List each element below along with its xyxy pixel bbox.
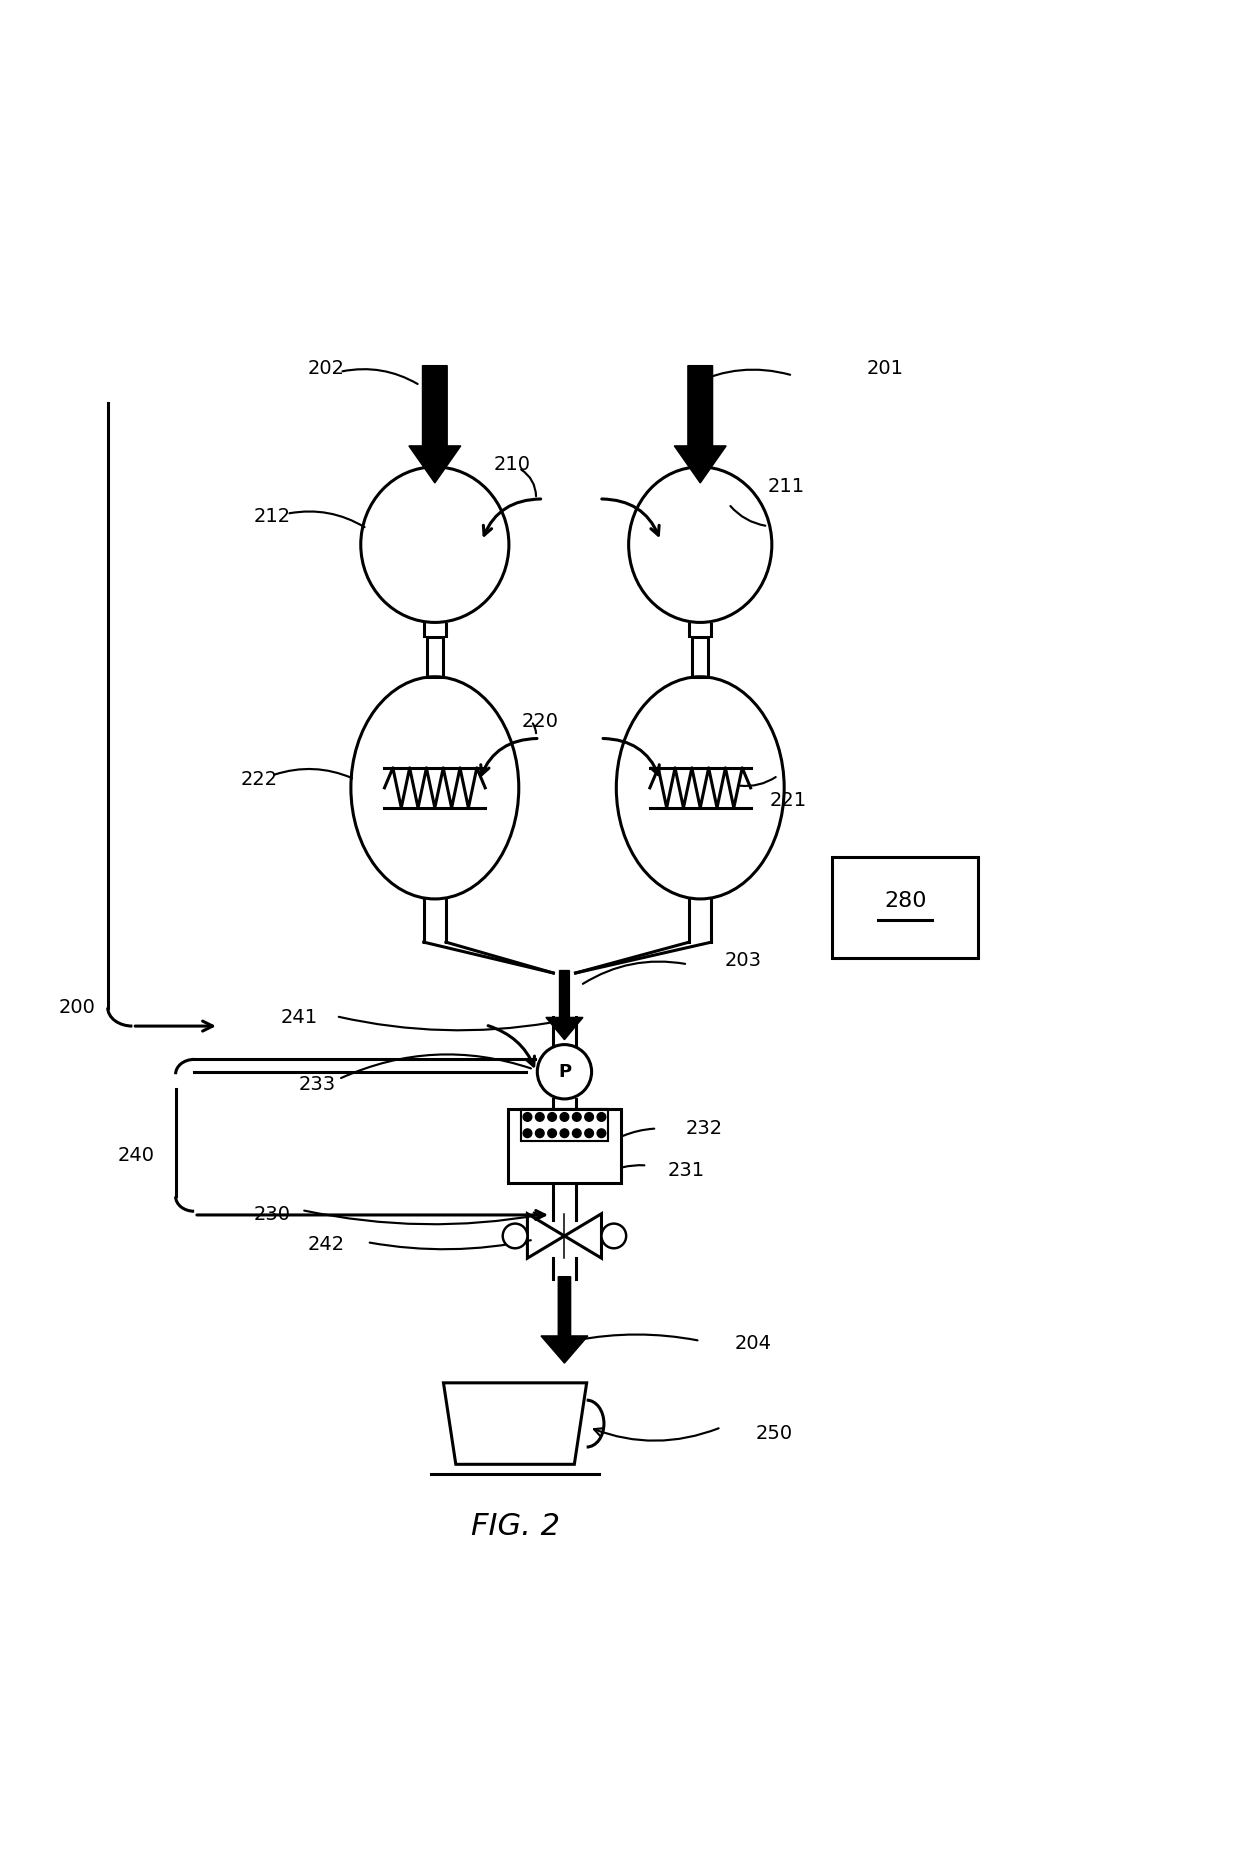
Text: 240: 240	[118, 1146, 155, 1165]
Circle shape	[537, 1046, 591, 1100]
Circle shape	[548, 1113, 557, 1122]
Text: 220: 220	[521, 711, 558, 730]
Text: 210: 210	[494, 456, 531, 474]
Text: 200: 200	[58, 999, 95, 1018]
Bar	[427, 637, 443, 676]
Text: 230: 230	[253, 1206, 290, 1225]
FancyArrow shape	[541, 1277, 588, 1363]
FancyArrow shape	[546, 971, 583, 1040]
Circle shape	[573, 1113, 582, 1122]
Circle shape	[502, 1223, 527, 1249]
Circle shape	[573, 1130, 582, 1137]
Text: 212: 212	[253, 506, 290, 526]
Text: 211: 211	[768, 478, 805, 497]
Text: 204: 204	[735, 1333, 771, 1354]
FancyArrow shape	[409, 366, 461, 484]
Text: 221: 221	[769, 792, 806, 810]
Circle shape	[548, 1130, 557, 1137]
Circle shape	[536, 1113, 544, 1122]
Text: 242: 242	[308, 1236, 345, 1255]
Circle shape	[585, 1130, 594, 1137]
Bar	[832, 857, 978, 958]
Circle shape	[536, 1130, 544, 1137]
Text: 201: 201	[867, 358, 904, 377]
Bar	[427, 422, 443, 467]
Text: 222: 222	[241, 769, 278, 788]
Bar	[521, 1109, 608, 1141]
Text: 280: 280	[884, 891, 926, 911]
Text: 250: 250	[755, 1425, 792, 1443]
Circle shape	[523, 1113, 532, 1122]
Circle shape	[560, 1130, 569, 1137]
Text: 203: 203	[725, 950, 761, 971]
Circle shape	[523, 1130, 532, 1137]
FancyArrow shape	[675, 366, 727, 484]
Circle shape	[598, 1113, 606, 1122]
Bar	[507, 1109, 621, 1184]
Circle shape	[585, 1113, 594, 1122]
Circle shape	[601, 1223, 626, 1249]
Circle shape	[598, 1130, 606, 1137]
Circle shape	[560, 1113, 569, 1122]
Text: 233: 233	[299, 1075, 336, 1094]
Text: FIG. 2: FIG. 2	[470, 1512, 559, 1540]
Bar	[692, 422, 708, 467]
Text: 231: 231	[668, 1161, 706, 1180]
Text: P: P	[558, 1062, 570, 1081]
Text: 202: 202	[308, 358, 345, 377]
Text: 232: 232	[686, 1118, 723, 1139]
Text: 241: 241	[280, 1008, 317, 1027]
Bar	[692, 637, 708, 676]
